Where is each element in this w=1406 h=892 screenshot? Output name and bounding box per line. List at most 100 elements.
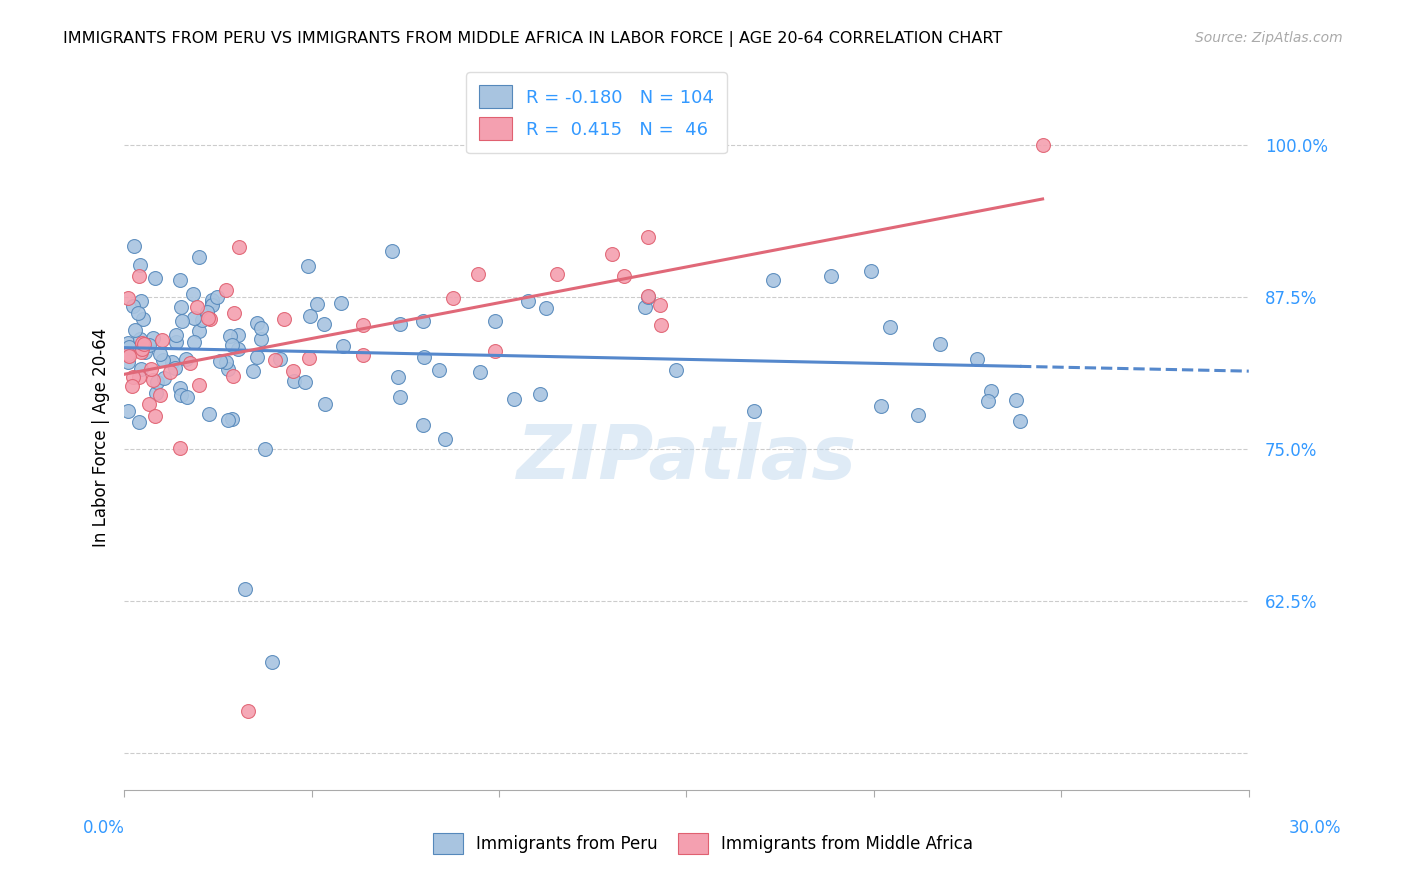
Point [294,375,316,389]
Point [183,310,205,325]
Point [1005,393,1028,408]
Point [352,348,374,362]
Point [269,352,291,367]
Text: Source: ZipAtlas.com: Source: ZipAtlas.com [1195,31,1343,45]
Point [330,295,353,310]
Point [650,318,672,333]
Point [150,333,173,347]
Point [332,339,354,353]
Point [484,344,506,359]
Point [183,287,205,301]
Point [242,364,264,378]
Point [352,318,374,332]
Point [183,334,205,349]
Point [117,291,139,305]
Point [388,317,411,331]
Point [200,312,222,326]
Point [169,381,191,395]
Point [412,314,434,328]
Point [169,441,191,455]
Point [870,399,893,413]
Point [187,250,209,264]
Point [307,297,329,311]
Text: 30.0%: 30.0% [1288,819,1341,837]
Legend: Immigrants from Peru, Immigrants from Middle Africa: Immigrants from Peru, Immigrants from Mi… [423,822,983,864]
Point [179,355,201,369]
Point [209,353,232,368]
Point [637,288,659,302]
Point [412,417,434,432]
Point [314,396,336,410]
Point [117,355,139,369]
Point [529,386,551,401]
Legend: R = -0.180   N = 104, R =  0.415   N =  46: R = -0.180 N = 104, R = 0.415 N = 46 [467,72,727,153]
Point [966,351,988,366]
Point [188,324,211,338]
Point [215,283,238,297]
Point [187,378,209,392]
Point [637,230,659,244]
Point [121,369,143,384]
Point [250,321,273,335]
Point [228,239,250,253]
Point [273,311,295,326]
Point [637,290,659,304]
Point [1008,414,1031,428]
Point [219,329,242,343]
Point [1032,138,1054,153]
Point [233,582,256,596]
Text: IMMIGRANTS FROM PERU VS IMMIGRANTS FROM MIDDLE AFRICA IN LABOR FORCE | AGE 20-64: IMMIGRANTS FROM PERU VS IMMIGRANTS FROM … [63,31,1002,47]
Point [129,332,152,346]
Point [122,238,145,252]
Point [138,338,160,352]
Point [281,364,304,378]
Point [381,244,404,258]
Point [165,334,187,349]
Point [117,336,139,351]
Point [131,362,153,376]
Point [118,350,141,364]
Point [246,316,269,330]
Text: ZIPatlas: ZIPatlas [516,422,856,495]
Point [600,247,623,261]
Point [128,415,150,429]
Point [198,407,221,421]
Point [169,301,191,315]
Point [246,350,269,364]
Point [283,374,305,388]
Point [117,403,139,417]
Point [859,264,882,278]
Point [215,355,238,369]
Point [149,346,172,360]
Point [634,300,657,314]
Y-axis label: In Labor Force | Age 20-64: In Labor Force | Age 20-64 [93,327,110,547]
Point [201,298,224,312]
Point [250,332,273,346]
Point [517,293,540,308]
Point [176,391,198,405]
Point [907,408,929,422]
Point [186,300,208,314]
Point [820,269,842,284]
Point [134,344,156,359]
Point [149,387,172,401]
Point [433,432,456,446]
Point [312,318,335,332]
Point [163,361,186,376]
Point [121,299,143,313]
Point [169,273,191,287]
Point [170,314,193,328]
Point [159,365,181,379]
Point [387,370,409,384]
Point [153,371,176,385]
Point [976,394,998,409]
Point [200,295,222,310]
Point [648,298,671,312]
Point [502,392,524,406]
Point [129,293,152,308]
Point [299,309,322,323]
Point [388,390,411,404]
Point [879,319,901,334]
Point [263,353,285,368]
Text: 0.0%: 0.0% [83,819,125,837]
